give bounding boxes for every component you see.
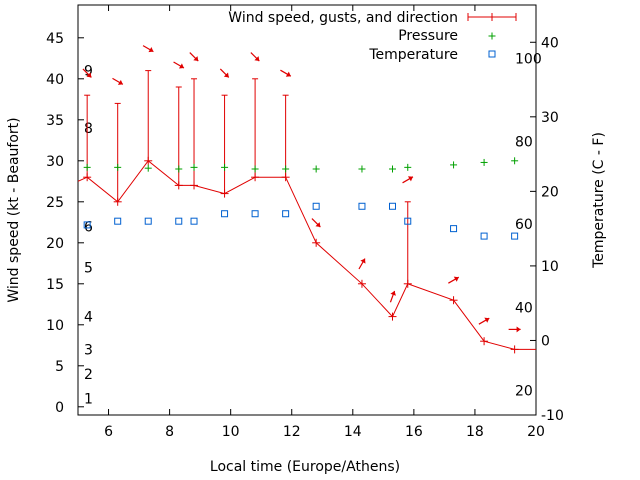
x-axis-label: Local time (Europe/Athens): [210, 459, 400, 475]
wind-direction-arrowhead: [453, 276, 459, 282]
temperature-point: [190, 217, 198, 225]
wind-direction-arrowhead: [178, 63, 184, 69]
wind-direction-arrowhead: [223, 72, 229, 78]
x-tick-label: 14: [344, 424, 362, 440]
y-left-tick-label: 0: [55, 400, 64, 416]
y-right-tick-label: 0: [541, 333, 550, 349]
y-axis-label-right: Temperature (C - F): [591, 132, 607, 269]
y-left-tick-label: 45: [46, 31, 64, 47]
wind-direction-arrowhead: [148, 47, 154, 53]
temperature-point: [450, 225, 458, 233]
beaufort-label: 8: [84, 121, 93, 137]
x-tick-label: 8: [165, 424, 174, 440]
temperature-point: [251, 210, 259, 218]
legend-label-wind: Wind speed, gusts, and direction: [228, 10, 458, 26]
axis-ticks: 6 8 10 12 14 16 18 20051015202530354045-1001020…: [46, 5, 564, 440]
series-layer: [77, 45, 536, 354]
temperature-point: [144, 217, 152, 225]
fahrenheit-label: 80: [515, 134, 533, 150]
beaufort-label: 9: [84, 64, 93, 80]
wind-direction-arrowhead: [193, 56, 199, 62]
wind-direction-arrowhead: [407, 176, 413, 182]
temperature-point: [175, 217, 183, 225]
temperature-point: [221, 210, 229, 218]
wind-direction-arrowhead: [117, 79, 123, 85]
wind-direction-arrowhead: [516, 326, 521, 333]
y-right-tick-label: 40: [541, 35, 559, 51]
beaufort-label: 3: [84, 342, 93, 358]
wind-direction-arrowhead: [390, 290, 396, 296]
wind-direction-arrowhead: [315, 222, 321, 228]
legend-symbols: [467, 13, 517, 58]
y-left-tick-label: 5: [55, 359, 64, 375]
legend-label-temperature: Temperature: [368, 47, 458, 63]
fahrenheit-label: 20: [515, 383, 533, 399]
wind-direction-arrowhead: [285, 71, 291, 77]
temperature-point: [388, 202, 396, 210]
y-right-tick-label: -10: [541, 408, 564, 424]
beaufort-label: 4: [84, 310, 93, 326]
x-tick-label: 10: [222, 424, 240, 440]
legend-label-pressure: Pressure: [398, 28, 458, 44]
wind-speed-line: [77, 160, 536, 350]
beaufort-label: 6: [84, 219, 93, 235]
temperature-point: [358, 202, 366, 210]
beaufort-label: 1: [84, 392, 93, 408]
x-tick-label: 16: [405, 424, 423, 440]
x-tick-label: 6: [104, 424, 113, 440]
temperature-point: [83, 221, 91, 229]
fahrenheit-label: 100: [515, 52, 542, 68]
x-tick-label: 20: [527, 424, 545, 440]
plot-frame: [77, 4, 537, 416]
wind-direction-arrowhead: [360, 258, 366, 264]
beaufort-label: 2: [84, 367, 93, 383]
y-left-tick-label: 15: [46, 277, 64, 293]
y-left-tick-label: 40: [46, 72, 64, 88]
temperature-point: [511, 232, 519, 240]
y-left-tick-label: 25: [46, 195, 64, 211]
y-axis-label-left: Wind speed (kt - Beaufort): [6, 117, 22, 302]
y-left-tick-label: 20: [46, 236, 64, 252]
y-left-tick-label: 30: [46, 154, 64, 170]
y-right-tick-label: 30: [541, 110, 559, 126]
wind-direction-arrowhead: [254, 56, 260, 62]
y-left-tick-label: 35: [46, 113, 64, 129]
legend-symbol-temperature: [488, 50, 496, 58]
wind-direction-arrowhead: [484, 317, 490, 323]
temperature-point: [114, 217, 122, 225]
x-tick-label: 18: [466, 424, 484, 440]
wind-direction-arrowhead: [86, 72, 92, 78]
fahrenheit-label: 40: [515, 301, 533, 317]
y-left-tick-label: 10: [46, 318, 64, 334]
temperature-point: [480, 232, 488, 240]
temperature-point: [312, 202, 320, 210]
y-right-tick-label: 20: [541, 184, 559, 200]
legend: Wind speed, gusts, and direction Pressur…: [228, 10, 517, 63]
temperature-point: [282, 210, 290, 218]
fahrenheit-label: 60: [515, 217, 533, 233]
beaufort-label: 5: [84, 260, 93, 276]
x-tick-label: 12: [283, 424, 301, 440]
y-right-tick-label: 10: [541, 259, 559, 275]
temperature-point: [404, 217, 412, 225]
